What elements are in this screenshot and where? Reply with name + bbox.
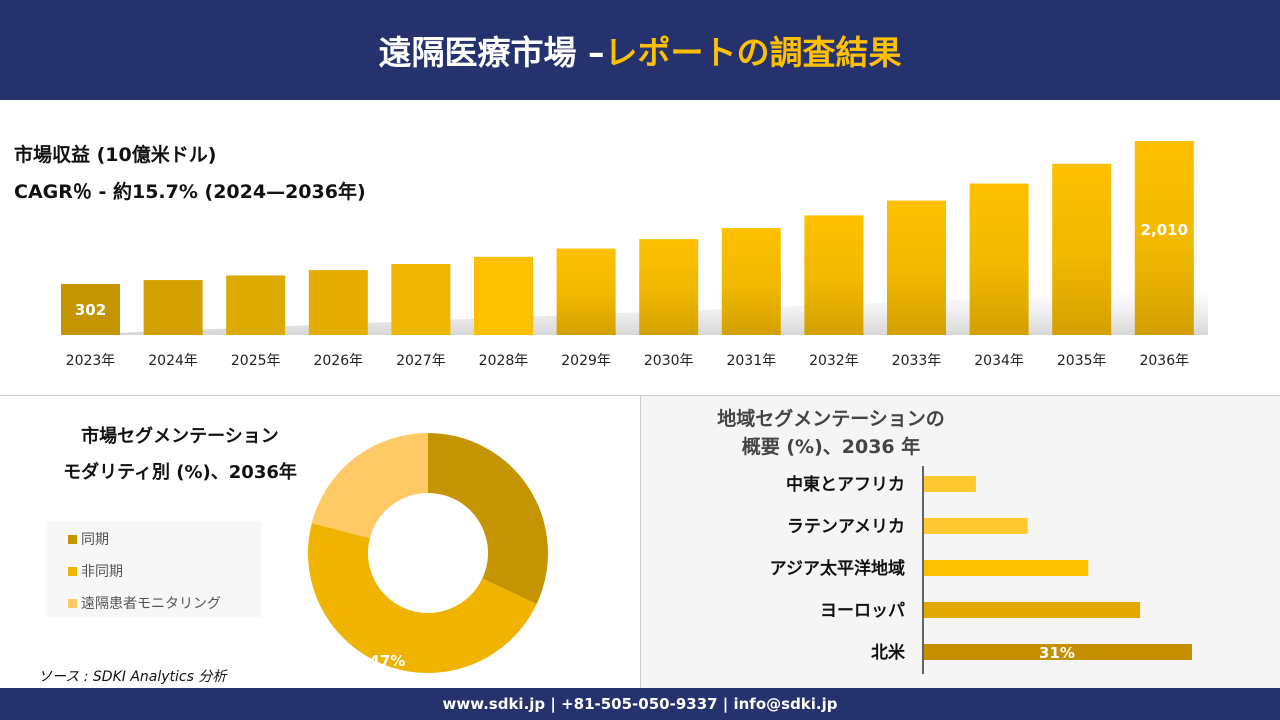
legend-label: 遠隔患者モニタリング: [81, 596, 221, 612]
x-tick-label: 2027年: [396, 353, 446, 369]
y-tick-label: ヨーロッパ: [820, 601, 905, 621]
y-tick-label: 中東とアフリカ: [786, 474, 905, 495]
data-label: 2,010: [1141, 221, 1188, 239]
y-tick-label: アジア太平洋地域: [770, 558, 905, 579]
bar-アジア太平洋地域: [924, 560, 1089, 576]
bar-北米: [924, 644, 1192, 660]
legend-swatch: [68, 534, 77, 544]
legend-label: 非同期: [81, 564, 123, 580]
x-tick-label: 2033年: [892, 353, 942, 369]
x-tick-label: 2030年: [644, 353, 694, 369]
modality-donut-chart: 47%: [308, 433, 548, 673]
x-tick-label: 2023年: [66, 353, 116, 369]
bar-2024年: [143, 280, 203, 335]
bar-2033年: [887, 200, 946, 335]
x-tick-label: 2032年: [809, 353, 859, 369]
revenue-bar-chart: 2023年 302 2024年 2025年 2026年 2027年 2028年 2029年 20…: [60, 141, 1208, 369]
legend-item: 遠隔患者モニタリング: [68, 593, 221, 613]
legend-item: 非同期: [68, 561, 123, 581]
bar-2028年: [474, 256, 533, 335]
bar-中東とアフリカ: [924, 476, 976, 492]
bar-ラテンアメリカ: [924, 518, 1028, 534]
bar-2030年: [639, 239, 699, 335]
legend-swatch: [68, 598, 77, 608]
title-accent: レポートの調査結果: [604, 33, 902, 72]
data-label: 302: [75, 301, 106, 319]
donut-slice-同期: [428, 433, 548, 605]
bar-2036年: [1134, 141, 1194, 335]
bar-2026年: [308, 270, 368, 335]
x-tick-label: 2034年: [974, 353, 1024, 369]
bar-2025年: [226, 275, 286, 335]
legend-swatch: [68, 566, 77, 576]
legend-label: 同期: [81, 532, 109, 548]
title-main: 遠隔医療市場 –: [378, 33, 605, 72]
x-tick-label: 2024年: [148, 353, 198, 369]
x-tick-label: 2026年: [313, 353, 363, 369]
bar-ヨーロッパ: [924, 602, 1141, 618]
region-title-2: 概要 (%)、2036 年: [741, 436, 921, 458]
region-panel: 地域セグメンテーションの 概要 (%)、2036 年 中東とアフリカ ラテンアメリ…: [640, 396, 1280, 688]
header: 遠隔医療市場 – レポートの調査結果: [0, 0, 1280, 100]
bar-2023年: [61, 284, 120, 335]
x-tick-label: 2029年: [561, 353, 611, 369]
bar-2034年: [969, 183, 1029, 335]
y-tick-label: 北米: [871, 642, 906, 663]
modality-panel: 市場セグメンテーション モダリティ別 (%)、2036年 同期非同期遠隔患者モニ…: [0, 396, 640, 688]
x-tick-label: 2025年: [231, 353, 281, 369]
data-label: 31%: [1039, 644, 1075, 662]
bar-2031年: [721, 228, 781, 335]
donut-slice-遠隔患者モニタリング: [311, 433, 428, 539]
region-title-1: 地域セグメンテーションの: [717, 408, 945, 430]
data-label: 47%: [369, 652, 405, 670]
revenue-title: 市場収益 (10億米ドル): [14, 144, 217, 166]
legend-item: 同期: [68, 529, 109, 549]
bar-2035年: [1052, 163, 1112, 335]
y-tick-label: ラテンアメリカ: [787, 517, 905, 537]
bar-2032年: [804, 215, 864, 335]
x-tick-label: 2035年: [1057, 353, 1107, 369]
bar-2027年: [391, 263, 451, 335]
donut-legend: 同期非同期遠隔患者モニタリング: [46, 521, 261, 617]
x-tick-label: 2031年: [726, 353, 776, 369]
footer-contact: www.sdki.jp | +81-505-050-9337 | info@sd…: [0, 688, 1280, 720]
modality-title-1: 市場セグメンテーション: [81, 426, 279, 447]
modality-title-2: モダリティ別 (%)、2036年: [63, 462, 297, 483]
donut-slice-非同期: [308, 523, 537, 673]
x-tick-label: 2036年: [1139, 353, 1189, 369]
x-tick-label: 2028年: [479, 353, 529, 369]
cagr-text: CAGR％ - 約15.7% (2024—2036年): [14, 181, 366, 203]
source-note: ソース : SDKI Analytics 分析: [38, 669, 227, 685]
bar-2029年: [556, 248, 616, 335]
